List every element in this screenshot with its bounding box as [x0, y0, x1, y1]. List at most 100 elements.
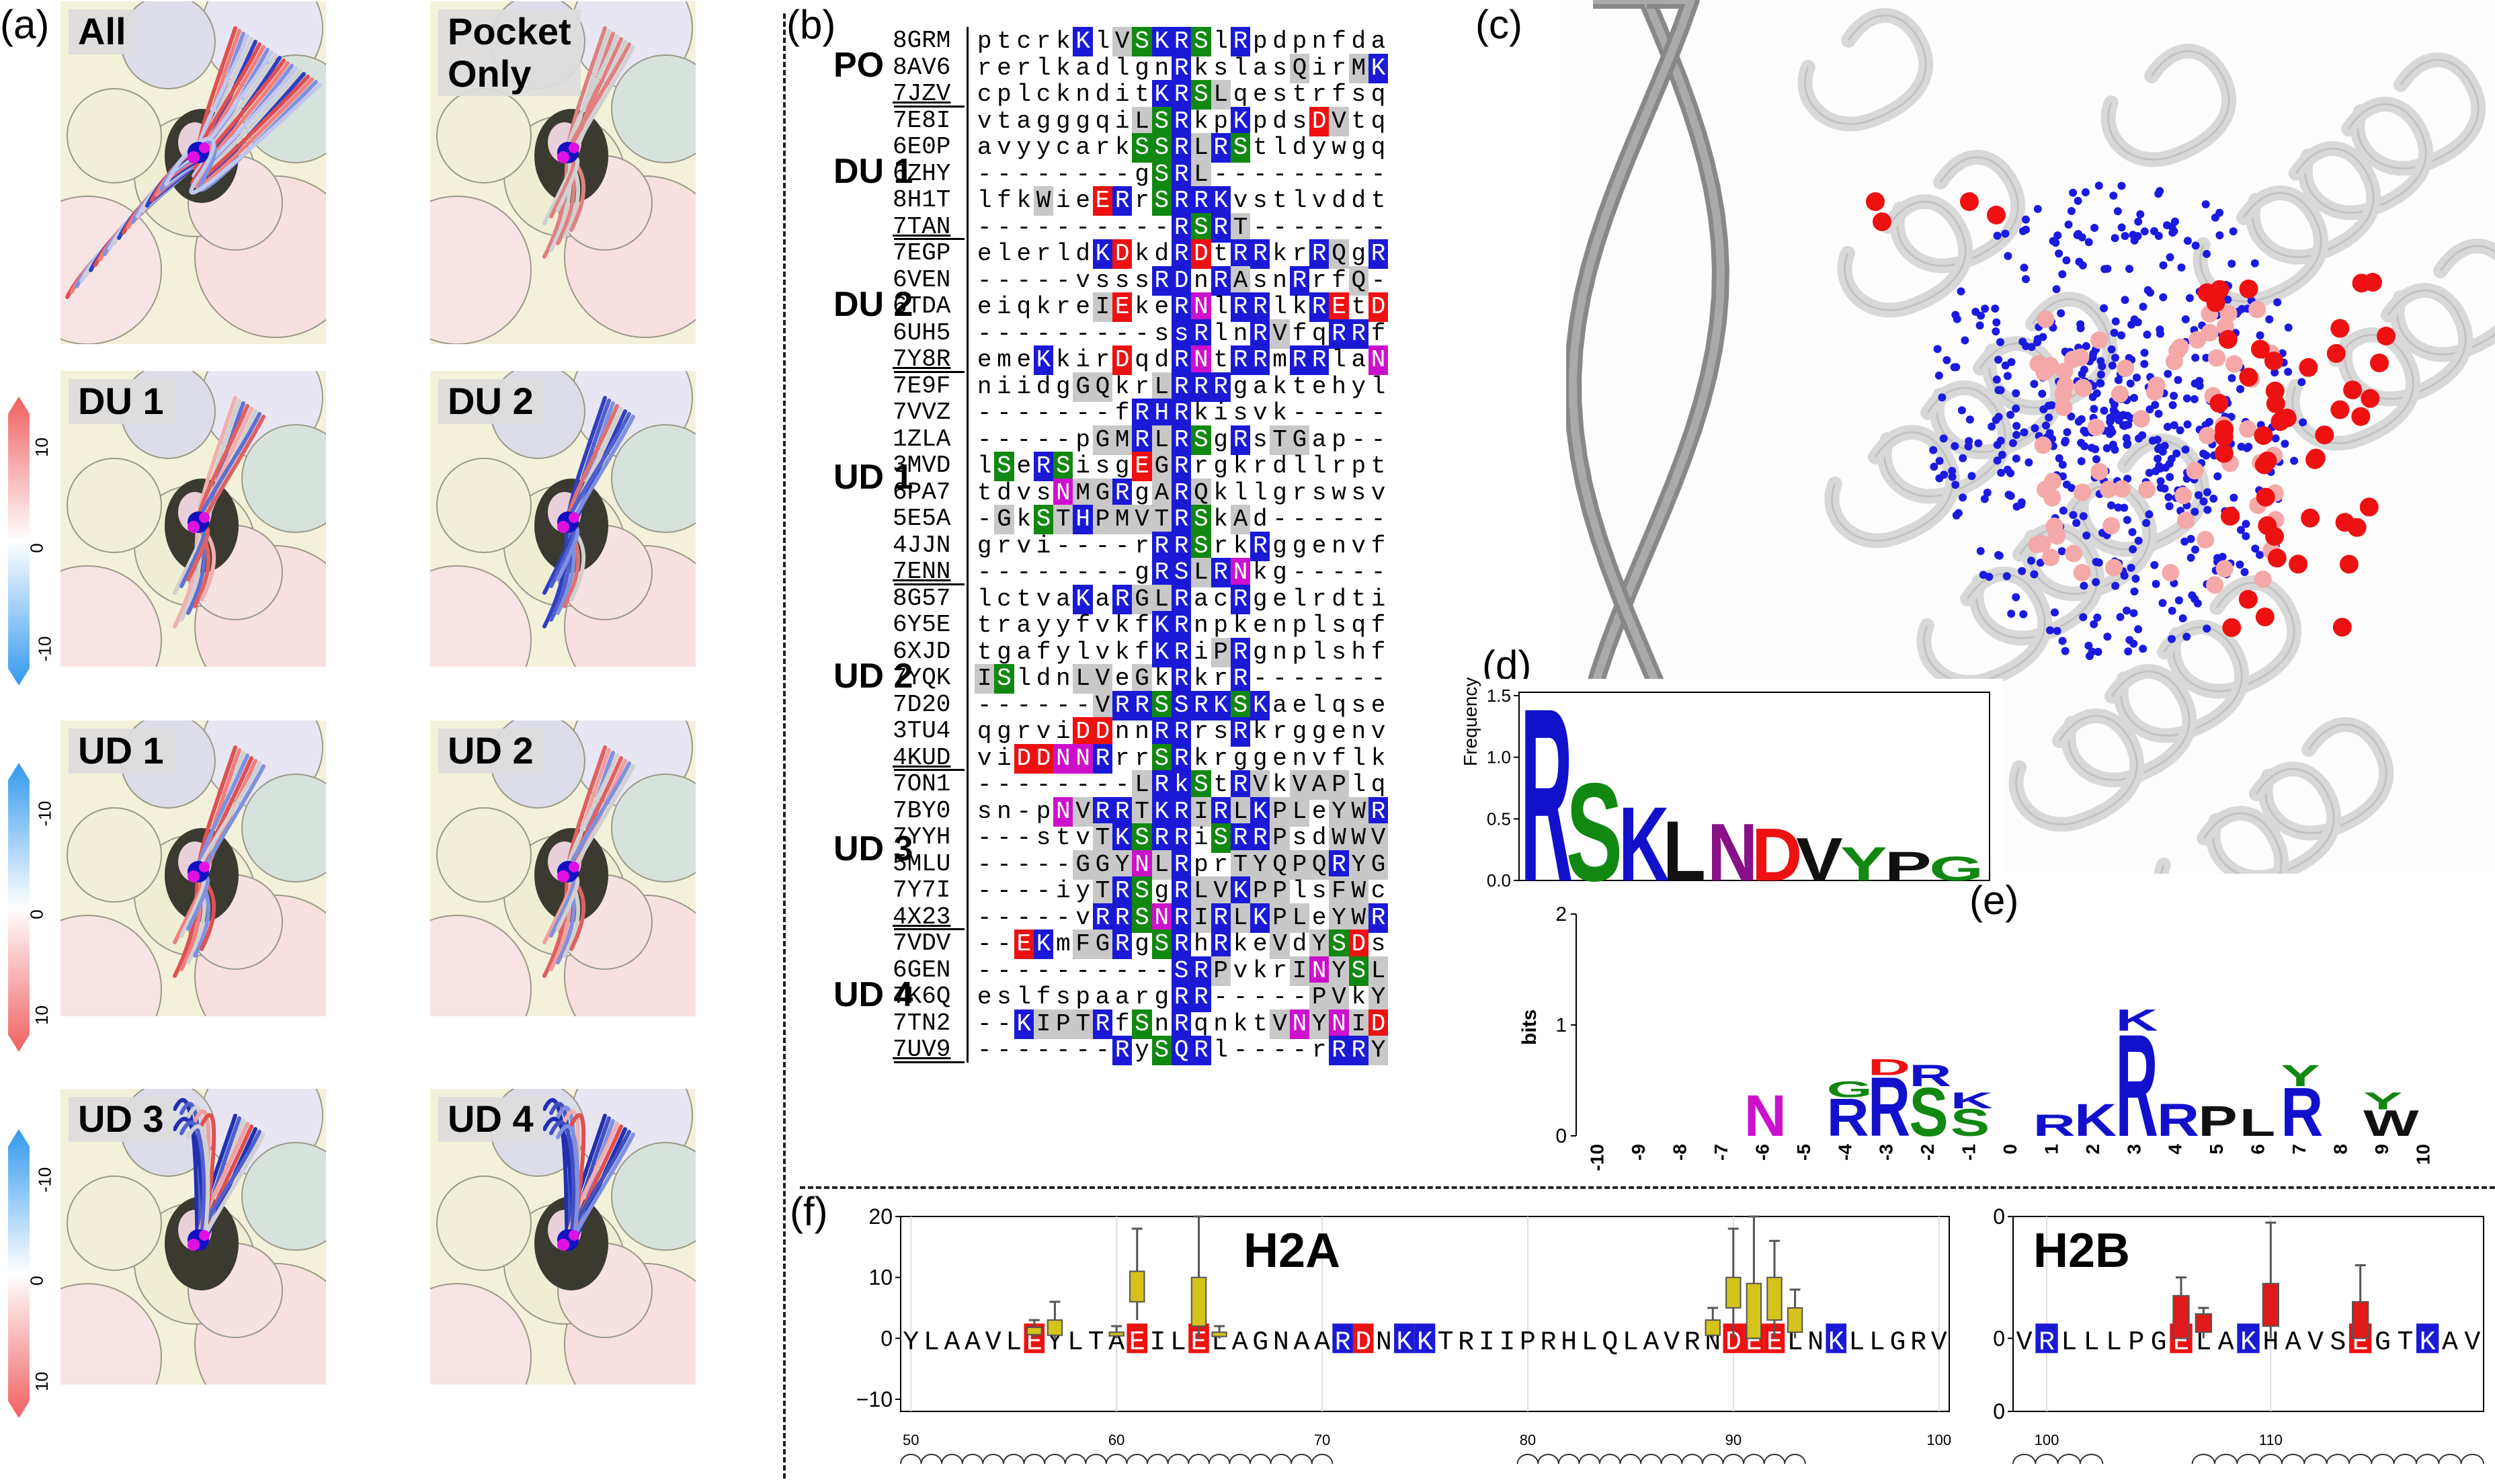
residue: Y	[1309, 930, 1330, 959]
residue: K	[1073, 27, 1093, 56]
logo-letter: R	[1909, 1058, 1951, 1092]
logo-letter: R	[2157, 1094, 2199, 1146]
residue: l	[1253, 479, 1268, 507]
panel-a-label: (a)	[0, 2, 50, 47]
svg-text:0: 0	[1993, 1399, 2005, 1424]
residue: R	[1368, 796, 1389, 827]
residue: S	[1151, 159, 1172, 190]
residue: S	[1191, 27, 1211, 56]
residue: -	[1016, 1036, 1032, 1064]
sequence-id: 3TU4	[893, 717, 951, 745]
svg-text:N: N	[1807, 1327, 1824, 1358]
sequence-id: 3MVD	[893, 452, 951, 479]
group-separator	[894, 583, 965, 585]
residue: R	[1329, 850, 1349, 880]
residue: s	[1095, 452, 1110, 480]
residue: -	[997, 319, 1012, 347]
group-separator	[894, 370, 965, 373]
residue: N	[1053, 478, 1073, 508]
residue: -	[1311, 505, 1327, 533]
residue: N	[1289, 1009, 1310, 1039]
sequence-logo-bits: 2 1 0 bits -10 -9 -8 -7 -6 -5 -4 -3 -2 -1 0 1 2 3 4 5 6 7 8 9 10…	[1475, 901, 2495, 1183]
svg-text:K: K	[1951, 1087, 1993, 1113]
residue: L	[1289, 903, 1310, 933]
svg-text:100: 100	[2035, 1432, 2059, 1448]
svg-text:V: V	[985, 1327, 1001, 1358]
svg-text:1.0: 1.0	[1487, 747, 1511, 768]
residue: g	[1154, 983, 1170, 1011]
residue: t	[977, 638, 992, 666]
residue: S	[1230, 133, 1251, 163]
logo-letter: Y	[2281, 1058, 2320, 1092]
residue: -	[1135, 956, 1149, 985]
residue: L	[1151, 372, 1172, 402]
residue: p	[1213, 612, 1229, 639]
residue: -	[1095, 319, 1110, 347]
residue: q	[1135, 346, 1149, 374]
sequence-id: 6GEN	[893, 956, 951, 984]
residue: -	[997, 771, 1012, 798]
residue: n	[1272, 266, 1287, 294]
residue: c	[1056, 134, 1071, 161]
residue: -	[997, 1009, 1012, 1038]
residue: p	[1253, 107, 1268, 135]
sequence-id: 7VVZ	[893, 399, 951, 426]
residue: p	[1292, 612, 1307, 639]
residue: n	[977, 372, 992, 401]
residue: S	[1151, 743, 1172, 774]
residue: c	[1016, 28, 1032, 55]
sequence-id: 7E8I	[893, 106, 951, 134]
residue: r	[1213, 532, 1229, 560]
residue: R	[1171, 823, 1192, 853]
residue: e	[1016, 240, 1032, 267]
residue: R	[1171, 53, 1192, 83]
residue: -	[1213, 160, 1229, 188]
residue: a	[1095, 983, 1110, 1011]
residue: Q	[1348, 265, 1368, 296]
residue: l	[1114, 54, 1130, 82]
svg-text:K: K	[1396, 1327, 1412, 1358]
residue: K	[1250, 903, 1270, 933]
residue: i	[1016, 372, 1032, 401]
residue: -	[977, 559, 992, 586]
h2a-plot: 20 10 0 −10 50 60 70 80 90 100 Y L A A V L E Y L T A E I L E L A G N…	[807, 1196, 1963, 1481]
residue: k	[1114, 134, 1130, 161]
residue: -	[997, 559, 1012, 586]
svg-text:K: K	[2074, 1094, 2117, 1146]
residue: F	[1073, 930, 1093, 959]
residue: L	[1211, 80, 1231, 110]
residue: w	[1332, 134, 1346, 161]
residue: Y	[1250, 850, 1270, 880]
residue: S	[1132, 133, 1152, 163]
svg-text:D: D	[1752, 813, 1802, 894]
residue: n	[1311, 28, 1327, 55]
group-separator	[894, 105, 965, 108]
sequence-id: 4X23	[893, 903, 951, 931]
colorbar-tick: -10	[34, 636, 55, 662]
residue: g	[1311, 718, 1327, 745]
residue: -	[1351, 160, 1366, 188]
residue: l	[1311, 452, 1327, 480]
colorbar-tick: -10	[34, 800, 55, 827]
residue: k	[1056, 54, 1071, 82]
svg-text:Q: Q	[1602, 1327, 1618, 1358]
sequence-id: 7K6Q	[893, 983, 951, 1010]
residue: Q	[1329, 239, 1349, 269]
sequence-id: 6UH5	[893, 319, 951, 347]
residue: R	[1151, 531, 1172, 561]
residue: e	[1332, 718, 1346, 745]
logo-letter: G	[1929, 850, 1983, 888]
residue: -	[1351, 559, 1366, 586]
svg-text:A: A	[1314, 1327, 1330, 1358]
residue: R	[1171, 27, 1192, 56]
residue: l	[1213, 319, 1229, 347]
residue: a	[1351, 346, 1366, 374]
residue: R	[1171, 186, 1192, 216]
residue: -	[1075, 399, 1090, 427]
residue: a	[1016, 107, 1032, 135]
